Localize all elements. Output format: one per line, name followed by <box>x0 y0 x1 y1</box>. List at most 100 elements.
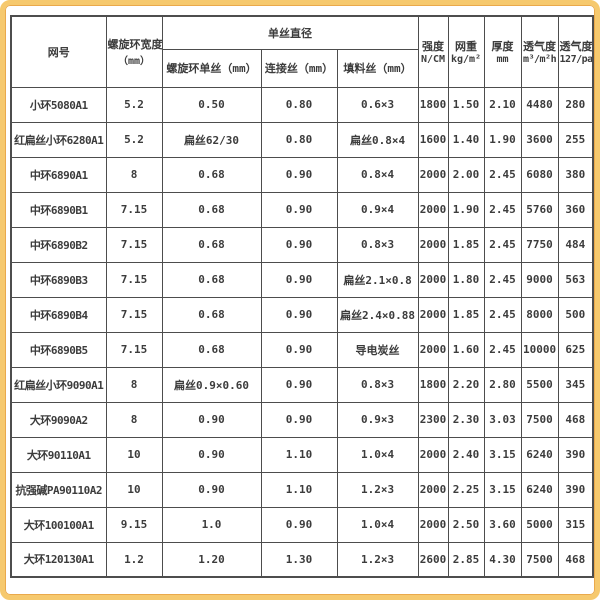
cell: 1.2×3 <box>336 541 419 578</box>
cell: 0.80 <box>260 121 338 158</box>
spec-sheet: 网号 螺旋环宽度 （mm） 单丝直径 强度 N/CM 网重 kg/m² 厚度 m… <box>10 15 595 578</box>
cell: 0.90 <box>260 506 338 543</box>
cell: 0.90 <box>260 226 338 263</box>
thickness-label: 厚度 <box>491 40 514 54</box>
cell: 2.45 <box>483 331 522 368</box>
cell: 大环90110A1 <box>10 436 107 473</box>
cell: 中环6890B1 <box>10 191 107 228</box>
spec-table: 网号 螺旋环宽度 （mm） 单丝直径 强度 N/CM 网重 kg/m² 厚度 m… <box>10 15 595 578</box>
cell: 390 <box>557 471 594 508</box>
cell: 0.90 <box>260 261 338 298</box>
ring-width-unit: （mm） <box>117 56 151 68</box>
cell: 7.15 <box>105 261 163 298</box>
cell: 1800 <box>417 366 449 403</box>
cell: 2.45 <box>483 261 522 298</box>
cell: 0.90 <box>161 436 262 473</box>
cell: 2600 <box>417 541 449 578</box>
cell: 0.90 <box>161 471 262 508</box>
cell: 扁丝2.4×0.88 <box>336 296 419 333</box>
col-header-ring-width: 螺旋环宽度 （mm） <box>105 15 163 88</box>
cell: 9000 <box>520 261 559 298</box>
cell: 4.30 <box>483 541 522 578</box>
cell: 0.90 <box>260 191 338 228</box>
cell: 导电炭丝 <box>336 331 419 368</box>
cell: 1.85 <box>447 296 485 333</box>
cell: 1.2 <box>105 541 163 578</box>
cell: 2000 <box>417 156 449 193</box>
weight-label: 网重 <box>455 40 478 54</box>
cell: 2.10 <box>483 86 522 123</box>
cell: 2.40 <box>447 436 485 473</box>
cell: 2.80 <box>483 366 522 403</box>
table-row: 红扁丝小环6280A1 5.2 扁丝62/30 0.80 扁丝0.8×4 1600 1.40… <box>10 121 594 158</box>
cell: 1800 <box>417 86 449 123</box>
cell: 1.80 <box>447 261 485 298</box>
cell: 0.90 <box>260 331 338 368</box>
cell: 扁丝62/30 <box>161 121 262 158</box>
cell: 2.85 <box>447 541 485 578</box>
cell: 2.50 <box>447 506 485 543</box>
table-row: 中环6890B5 7.15 0.68 0.90 导电炭丝 2000 1.60 2.45 1000… <box>10 331 594 368</box>
cell: 扁丝0.8×4 <box>336 121 419 158</box>
cell: 1.10 <box>260 471 338 508</box>
strength-unit: N/CM <box>420 54 446 66</box>
table-row: 中环6890B2 7.15 0.68 0.90 0.8×3 2000 1.85 2.45 775… <box>10 226 594 263</box>
table-row: 中环6890B4 7.15 0.68 0.90 扁丝2.4×0.88 2000 1.85 2.… <box>10 296 594 333</box>
cell: 8000 <box>520 296 559 333</box>
cell: 中环6890B5 <box>10 331 107 368</box>
cell: 1.10 <box>260 436 338 473</box>
cell: 6080 <box>520 156 559 193</box>
col-header-thickness: 厚度 mm <box>483 15 522 88</box>
cell: 0.68 <box>161 226 262 263</box>
cell: 0.68 <box>161 331 262 368</box>
cell: 小环5080A1 <box>10 86 107 123</box>
cell: 2.30 <box>447 401 485 438</box>
cell: 4480 <box>520 86 559 123</box>
cell: 7.15 <box>105 331 163 368</box>
table-row: 抗强碱PA90110A2 10 0.90 1.10 1.2×3 2000 2.25 3.15 6… <box>10 471 594 508</box>
cell: 7.15 <box>105 226 163 263</box>
table-row: 小环5080A1 5.2 0.50 0.80 0.6×3 1800 1.50 2.10 4480… <box>10 86 594 123</box>
cell: 1.0×4 <box>336 506 419 543</box>
table-row: 大环9090A2 8 0.90 0.90 0.9×3 2300 2.30 3.03 7500 46… <box>10 401 594 438</box>
cell: 1.40 <box>447 121 485 158</box>
cell: 8 <box>105 401 163 438</box>
cell: 2.00 <box>447 156 485 193</box>
cell: 3600 <box>520 121 559 158</box>
cell: 中环6890B2 <box>10 226 107 263</box>
cell: 扁丝2.1×0.8 <box>336 261 419 298</box>
cell: 500 <box>557 296 594 333</box>
cell: 7500 <box>520 401 559 438</box>
cell: 1.30 <box>260 541 338 578</box>
cell: 7500 <box>520 541 559 578</box>
table-row: 大环90110A1 10 0.90 1.10 1.0×4 2000 2.40 3.15 6240… <box>10 436 594 473</box>
table-row: 中环6890B1 7.15 0.68 0.90 0.9×4 2000 1.90 2.45 576… <box>10 191 594 228</box>
cell: 360 <box>557 191 594 228</box>
cell: 中环6890B4 <box>10 296 107 333</box>
cell: 0.9×3 <box>336 401 419 438</box>
cell: 1.60 <box>447 331 485 368</box>
cell: 2000 <box>417 191 449 228</box>
cell: 0.90 <box>260 366 338 403</box>
cell: 0.9×4 <box>336 191 419 228</box>
permeability1-unit: m³/m²h <box>522 54 557 66</box>
cell: 大环120130A1 <box>10 541 107 578</box>
cell: 大环100100A1 <box>10 506 107 543</box>
cell: 484 <box>557 226 594 263</box>
col-group-diameter: 单丝直径 <box>161 15 419 50</box>
cell: 1.0×4 <box>336 436 419 473</box>
cell: 0.90 <box>260 401 338 438</box>
cell: 2000 <box>417 296 449 333</box>
permeability2-unit: 127/pa <box>559 54 593 66</box>
cell: 280 <box>557 86 594 123</box>
cell: 1.20 <box>161 541 262 578</box>
cell: 1.85 <box>447 226 485 263</box>
weight-unit: kg/m² <box>450 54 482 66</box>
cell: 1.2×3 <box>336 471 419 508</box>
cell: 0.68 <box>161 296 262 333</box>
cell: 315 <box>557 506 594 543</box>
cell: 2000 <box>417 261 449 298</box>
cell: 0.8×3 <box>336 366 419 403</box>
cell: 中环6890B3 <box>10 261 107 298</box>
cell: 2.45 <box>483 156 522 193</box>
